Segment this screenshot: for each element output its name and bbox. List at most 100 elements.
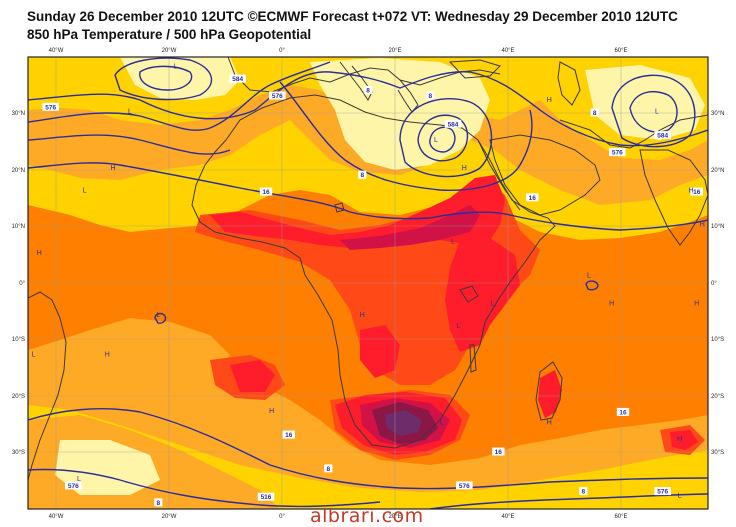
contour-560-south bbox=[429, 493, 708, 509]
field-purple-core bbox=[385, 410, 422, 436]
contour-576-south bbox=[28, 408, 708, 490]
contour-label-box bbox=[609, 148, 626, 157]
lat-label: 20°S bbox=[12, 394, 25, 400]
lat-labels-left: 30°N 20°N 10°N 0° 10°S 20°S 30°S bbox=[12, 111, 26, 456]
contour-label-box bbox=[363, 85, 373, 94]
contour-label-text: 16 bbox=[693, 189, 701, 196]
redsea-coast bbox=[477, 139, 521, 211]
high-pressure-label: H bbox=[688, 188, 693, 195]
black-sea-coast bbox=[448, 59, 501, 79]
contour-label-box bbox=[257, 492, 275, 501]
high-pressure-label: H bbox=[609, 301, 614, 308]
contour-label-box bbox=[65, 481, 82, 490]
caspian-coast bbox=[557, 61, 581, 106]
lat-label: 0° bbox=[711, 281, 717, 287]
lake-malawi bbox=[469, 344, 477, 373]
contour-584-north bbox=[28, 71, 708, 147]
contour-label-text: 576 bbox=[612, 150, 623, 157]
contour-label-box bbox=[358, 170, 367, 179]
contour-label-box bbox=[269, 91, 286, 100]
contour-value-label: 16 bbox=[526, 193, 539, 202]
lat-label: 30°S bbox=[711, 450, 724, 456]
africa-coast bbox=[191, 94, 556, 449]
contour-low-med-outer bbox=[399, 98, 493, 178]
field-yellow-sw-patch bbox=[55, 440, 160, 495]
field-pale-yellow-med bbox=[310, 58, 490, 170]
contour-label-box bbox=[324, 464, 333, 473]
high-pressure-label: H bbox=[547, 97, 552, 104]
lon-label: 40°E bbox=[501, 514, 514, 520]
contour-value-label: 8 bbox=[324, 464, 333, 473]
lon-label: 40°W bbox=[49, 514, 64, 520]
contour-label-text: 516 bbox=[261, 494, 272, 501]
contour-label-text: 16 bbox=[262, 189, 270, 196]
contour-low-ne-inner bbox=[629, 91, 678, 133]
low-pressure-label: L bbox=[655, 109, 659, 116]
contour-value-label: 8 bbox=[358, 170, 367, 179]
contour-value-label: 8 bbox=[426, 91, 435, 100]
contour-label-box bbox=[590, 108, 599, 117]
field-red-east-africa bbox=[445, 238, 520, 352]
high-pressure-label: H bbox=[110, 165, 115, 172]
lon-labels-bottom: 40°W 20°W 0° 20°E 40°E 60°E bbox=[49, 514, 628, 520]
contour-value-label: 8 bbox=[363, 85, 373, 94]
lon-label: 60°E bbox=[614, 514, 627, 520]
lat-label: 0° bbox=[19, 281, 25, 287]
south-america-coast bbox=[28, 291, 67, 481]
high-pressure-label: H bbox=[37, 250, 42, 257]
contour-value-label: 576 bbox=[456, 481, 473, 490]
contour-high-nw-inner bbox=[139, 65, 193, 91]
contour-label-box bbox=[259, 187, 273, 196]
contour-small-low-east bbox=[585, 280, 599, 291]
lon-label: 40°E bbox=[501, 48, 514, 54]
low-pressure-label: L bbox=[587, 272, 591, 279]
contour-label-text: 584 bbox=[232, 76, 243, 83]
contour-value-label: 8 bbox=[579, 487, 588, 496]
low-pressure-label: L bbox=[173, 63, 177, 70]
contour-value-label: 8 bbox=[154, 498, 163, 507]
contour-value-label: 576 bbox=[269, 91, 286, 100]
low-pressure-label: L bbox=[451, 238, 455, 245]
high-pressure-label: H bbox=[105, 351, 110, 358]
contour-label-box bbox=[654, 131, 671, 140]
lat-label: 30°N bbox=[711, 111, 724, 117]
contour-labels: 8 8 8 8 16 16 16 16 16 16 8 8 8 576 576 584 584 576 584 576… bbox=[42, 74, 703, 507]
contour-label-text: 576 bbox=[657, 489, 668, 496]
contour-label-text: 584 bbox=[657, 133, 668, 140]
contour-value-label: 584 bbox=[444, 119, 462, 128]
contour-high-nw bbox=[114, 57, 213, 101]
contour-label-text: 16 bbox=[529, 195, 537, 202]
contour-value-label: 516 bbox=[257, 492, 275, 501]
field-light-orange-west-patch bbox=[90, 318, 230, 375]
contour-low-ne bbox=[611, 74, 696, 148]
contour-value-label: 16 bbox=[690, 187, 703, 196]
contour-label-text: 576 bbox=[459, 483, 470, 490]
contour-584-tropical bbox=[279, 81, 533, 191]
contour-label-text: 576 bbox=[68, 483, 79, 490]
contour-592-tropical bbox=[28, 162, 708, 231]
contour-label-text: 576 bbox=[272, 93, 283, 100]
contour-label-text: 8 bbox=[581, 489, 585, 496]
contour-label-text: 8 bbox=[593, 110, 597, 117]
pressure-centre-labels: H H L H H L L H L L L H H H L H H H L L L L H H L L L bbox=[32, 63, 705, 499]
low-pressure-label: L bbox=[491, 301, 495, 308]
contour-label-box bbox=[154, 498, 163, 507]
contour-label-text: 584 bbox=[448, 121, 459, 128]
low-pressure-label: L bbox=[440, 419, 444, 426]
contour-label-box bbox=[526, 193, 539, 202]
contour-value-label: 16 bbox=[259, 187, 273, 196]
lat-label: 20°S bbox=[711, 394, 724, 400]
india-coast bbox=[639, 149, 708, 246]
contour-label-text: 8 bbox=[366, 87, 370, 94]
low-pressure-label: L bbox=[457, 323, 461, 330]
contour-value-label: 16 bbox=[616, 407, 630, 416]
contour-small-low-west bbox=[154, 312, 167, 324]
map-frame bbox=[27, 56, 709, 510]
lon-labels-top: 40°W 20°W 0° 20°E 40°E 60°E bbox=[49, 48, 628, 54]
lon-label: 0° bbox=[279, 48, 285, 54]
contour-value-label: 576 bbox=[42, 102, 59, 111]
field-red-madagascar bbox=[538, 370, 562, 418]
contour-label-box bbox=[492, 447, 505, 456]
lat-label: 10°N bbox=[12, 224, 25, 230]
contour-label-box bbox=[42, 102, 59, 111]
